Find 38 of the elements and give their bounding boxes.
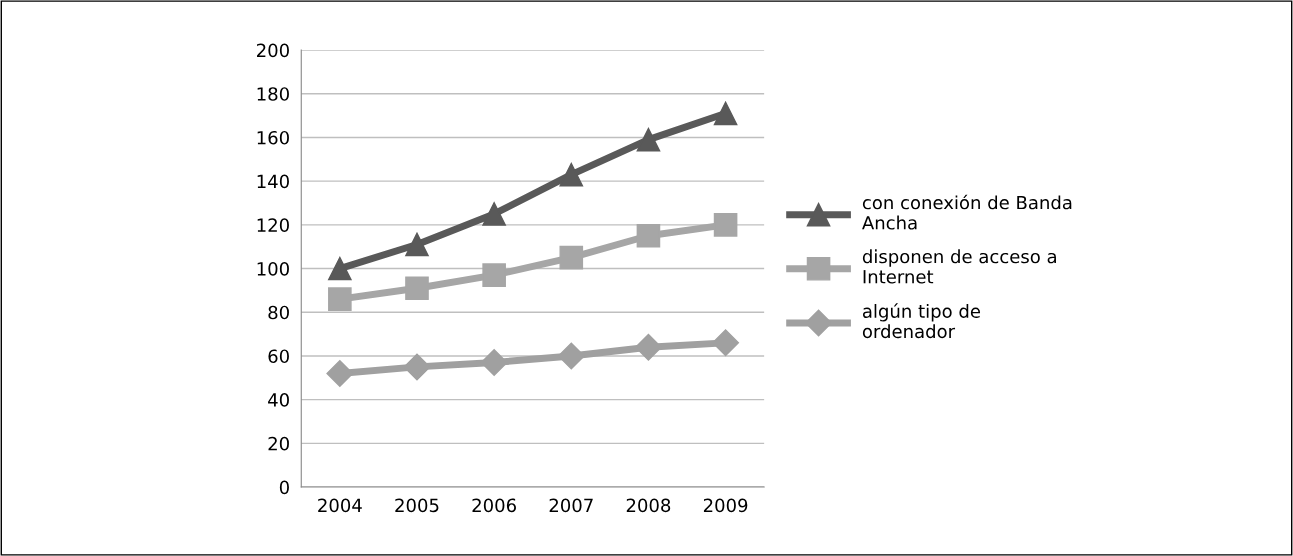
x-tick-label: 2004: [318, 498, 362, 513]
point: [482, 263, 506, 287]
point: [636, 127, 661, 152]
y-tick-label: 180: [257, 87, 289, 101]
point: [482, 202, 506, 226]
point: [634, 333, 662, 361]
y-tick-label: 60: [268, 349, 289, 364]
y-tick-label: 120: [257, 218, 289, 232]
y-tick-label: 40: [268, 393, 289, 407]
point: [405, 232, 429, 257]
y-tick-label: 0: [279, 480, 289, 495]
y-tick-label: 20: [268, 436, 289, 451]
y-tick-label: 80: [268, 305, 289, 320]
point: [326, 359, 354, 387]
legend-label: algún tipo de ordenador: [862, 303, 981, 339]
point: [559, 245, 584, 270]
y-tick-label: 160: [257, 130, 289, 145]
x-tick-label: 2005: [395, 498, 439, 513]
point: [712, 329, 740, 357]
x-tick-label: 2008: [626, 498, 671, 513]
point: [559, 162, 584, 187]
point: [403, 353, 431, 381]
point: [328, 256, 352, 281]
y-tick-label: 200: [257, 43, 289, 58]
x-tick-label: 2009: [703, 498, 748, 513]
y-tick-label: 140: [257, 174, 289, 189]
legend-label: con conexión de Banda Ancha: [862, 194, 1072, 230]
point: [328, 287, 352, 311]
y-tick-label: 100: [257, 262, 289, 276]
point: [713, 213, 738, 237]
point: [480, 349, 508, 376]
x-tick-label: 2007: [549, 498, 593, 513]
point: [636, 223, 661, 248]
point: [713, 101, 738, 126]
x-tick-label: 2006: [472, 498, 516, 513]
legend-label: disponen de acceso a Internet: [862, 249, 1056, 284]
point: [405, 276, 429, 301]
point: [557, 342, 585, 370]
